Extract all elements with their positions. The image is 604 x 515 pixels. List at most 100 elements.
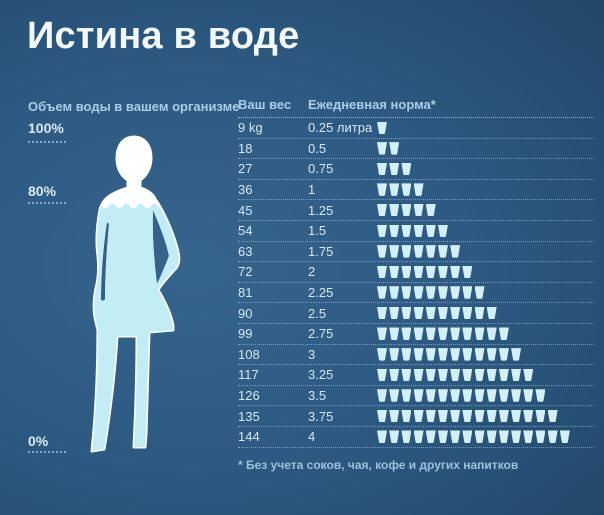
norm-cell: 0.5	[308, 140, 327, 156]
water-cup-icon	[413, 430, 424, 443]
water-cup-icon	[389, 286, 400, 299]
water-cup-icon	[413, 389, 424, 402]
water-cup-icon	[389, 142, 400, 155]
water-cup-icon	[450, 286, 461, 299]
water-cup-icon	[413, 203, 424, 217]
water-cup-icon	[377, 409, 387, 423]
weight-cell: 135	[238, 408, 260, 424]
table-row: 36 1	[238, 180, 594, 201]
table-header-row: Ваш вес Ежедневная норма*	[238, 94, 594, 118]
footnote: * Без учета соков, чая, кофе и других на…	[238, 458, 519, 472]
water-cup-icon	[474, 286, 485, 299]
water-cup-icon	[377, 265, 387, 279]
water-cup-icon	[389, 306, 400, 320]
water-cup-icon	[437, 409, 448, 423]
water-cup-icon	[401, 162, 412, 176]
water-cup-icon	[425, 306, 436, 320]
water-cup-icon	[437, 389, 448, 402]
norm-cell: 4	[308, 429, 316, 445]
water-cup-icon	[437, 286, 448, 299]
water-cup-icon	[523, 430, 534, 443]
weight-cell: 27	[238, 161, 253, 177]
water-cup-icon	[462, 430, 473, 443]
water-cup-icon	[425, 409, 436, 423]
weight-cell: 117	[238, 367, 259, 383]
water-cup-icon	[377, 121, 387, 135]
water-cup-icon	[401, 430, 412, 443]
water-cup-icon	[498, 389, 509, 402]
norm-cell: 1.25	[308, 202, 334, 218]
water-cup-icon	[523, 409, 534, 423]
cups-cell	[377, 389, 594, 402]
water-cup-icon	[425, 203, 436, 217]
weight-cell: 63	[238, 243, 253, 259]
water-norm-table: Ваш вес Ежедневная норма* 9 kg 0.25 литр…	[238, 94, 594, 448]
cups-cell	[377, 142, 594, 155]
page-title: Истина в воде	[27, 15, 300, 57]
cups-cell	[377, 409, 594, 423]
water-cup-icon	[425, 389, 436, 402]
table-row: 99 2.75	[238, 324, 594, 345]
weight-cell: 90	[238, 305, 253, 321]
water-cup-icon	[425, 348, 436, 361]
water-cup-icon	[535, 409, 546, 423]
water-cup-icon	[401, 348, 412, 361]
water-cup-icon	[474, 327, 485, 340]
water-cup-icon	[425, 286, 436, 299]
water-cup-icon	[389, 183, 400, 196]
header-weight: Ваш вес	[238, 97, 292, 112]
water-cup-icon	[437, 430, 448, 443]
table-row: 90 2.5	[238, 303, 594, 324]
water-cup-icon	[437, 348, 448, 361]
water-cup-icon	[425, 224, 436, 238]
water-cup-icon	[450, 368, 461, 382]
water-cup-icon	[559, 430, 570, 443]
water-cup-icon	[389, 327, 400, 340]
water-cup-icon	[450, 327, 461, 340]
norm-cell: 3.75	[308, 408, 334, 424]
water-cup-icon	[462, 368, 473, 382]
water-cup-icon	[413, 183, 424, 196]
norm-cell: 2.75	[308, 326, 334, 342]
water-cup-icon	[486, 306, 497, 320]
water-cup-icon	[486, 389, 497, 402]
water-cup-icon	[413, 409, 424, 423]
cups-cell	[377, 368, 594, 382]
water-cup-icon	[462, 306, 473, 320]
scale-label-80: 80%	[28, 183, 57, 199]
water-cup-icon	[462, 389, 473, 402]
water-cup-icon	[437, 368, 448, 382]
water-cup-icon	[401, 389, 412, 402]
woman-silhouette-water-icon	[90, 135, 181, 453]
water-cup-icon	[377, 245, 387, 258]
water-cup-icon	[401, 203, 412, 217]
water-cup-icon	[486, 348, 497, 361]
water-cup-icon	[401, 224, 412, 238]
water-cup-icon	[413, 224, 424, 238]
cups-cell	[377, 162, 594, 176]
table-row: 108 3	[238, 345, 594, 366]
norm-cell: 3	[308, 346, 316, 362]
norm-cell: 2.5	[308, 305, 327, 321]
weight-cell: 99	[238, 326, 253, 342]
water-cup-icon	[377, 183, 387, 196]
cups-cell	[377, 265, 594, 279]
water-cup-icon	[450, 306, 461, 320]
norm-cell: 2.25	[308, 285, 334, 301]
water-cup-icon	[377, 348, 387, 361]
water-cup-icon	[474, 306, 485, 320]
cups-cell	[377, 121, 594, 135]
water-cup-icon	[389, 389, 400, 402]
water-cup-icon	[462, 348, 473, 361]
water-cup-icon	[413, 327, 424, 340]
water-cup-icon	[377, 430, 387, 443]
water-cup-icon	[401, 265, 412, 279]
water-cup-icon	[498, 348, 509, 361]
water-cup-icon	[547, 430, 558, 443]
table-row: 117 3.25	[238, 365, 594, 386]
water-cup-icon	[413, 306, 424, 320]
water-cup-icon	[377, 389, 387, 402]
body-water-heading: Объем воды в вашем организме	[28, 99, 240, 114]
water-cup-icon	[474, 348, 485, 361]
